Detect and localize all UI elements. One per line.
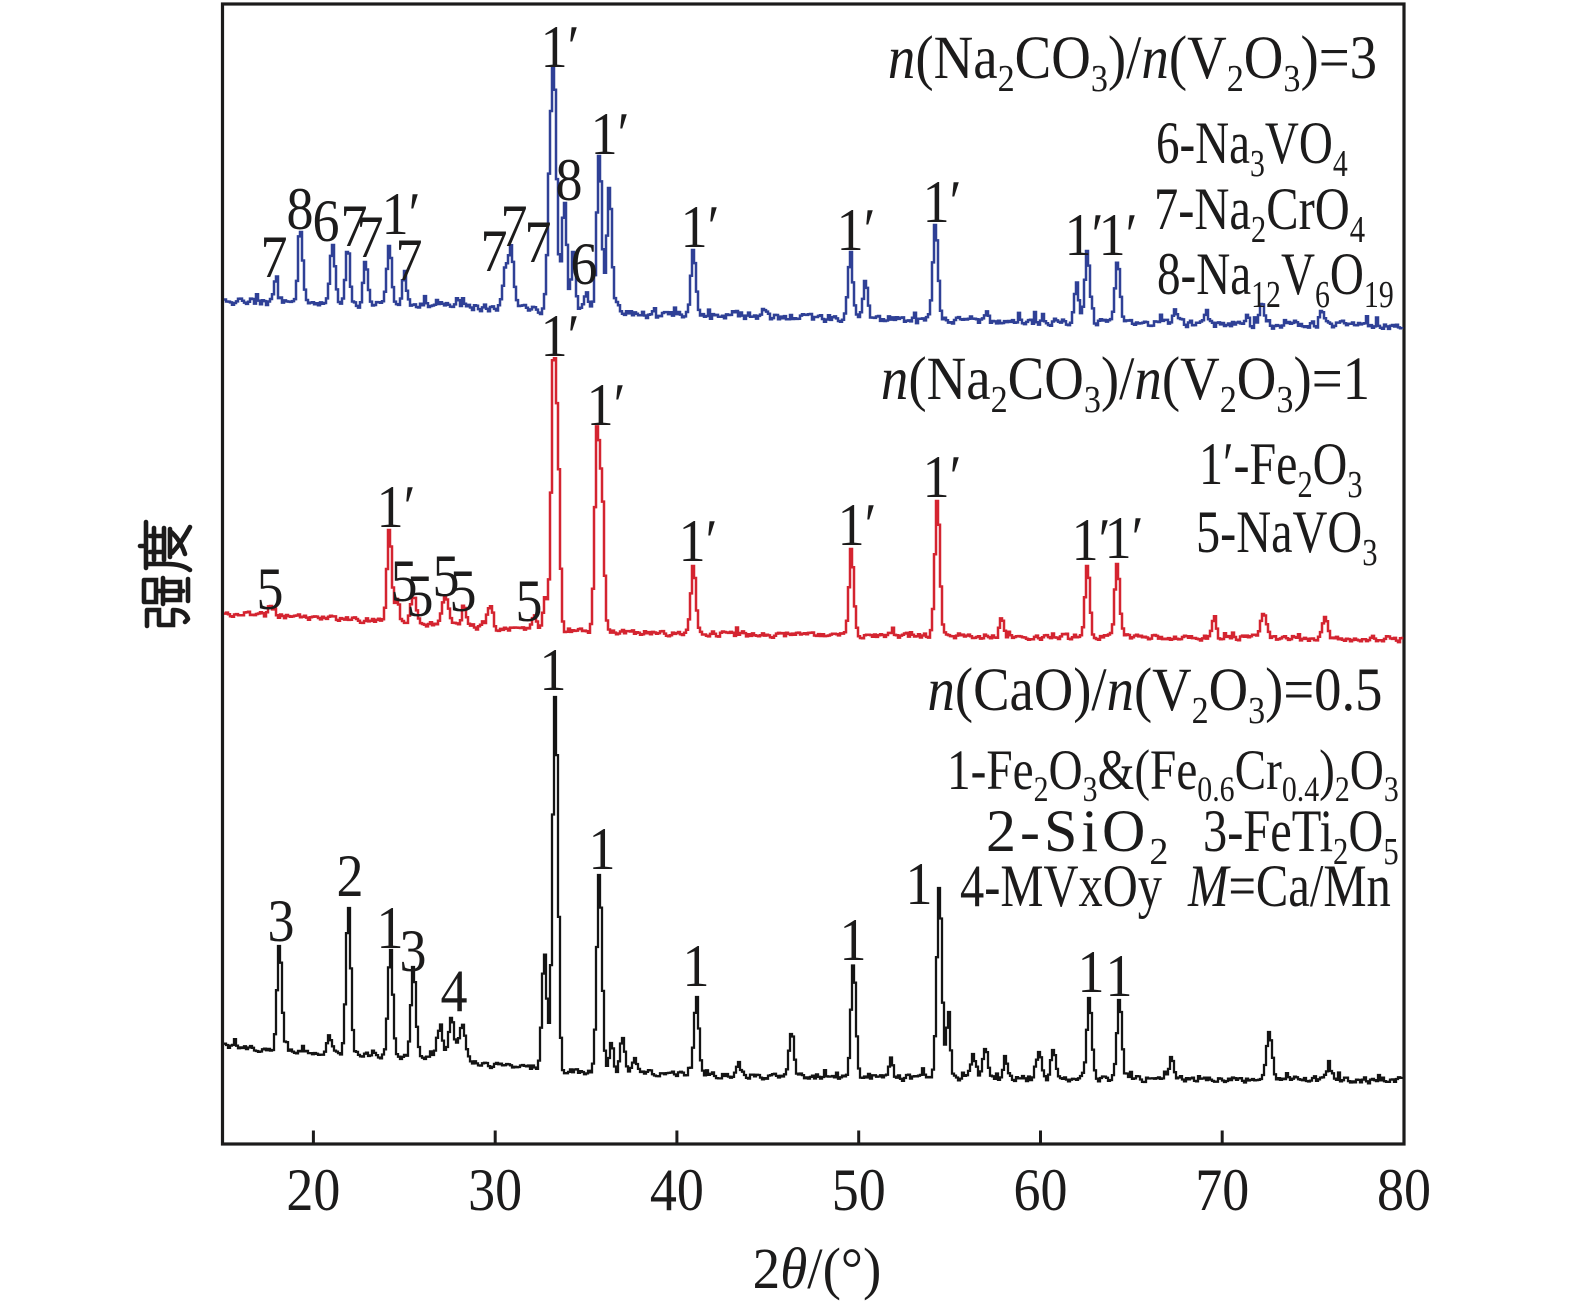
svg-text:5: 5 [407, 563, 434, 629]
svg-text:1′: 1′ [587, 372, 626, 438]
svg-text:1′: 1′ [541, 303, 580, 369]
svg-text:8: 8 [556, 147, 583, 213]
svg-text:2: 2 [337, 843, 364, 909]
svg-text:1: 1 [1106, 943, 1133, 1009]
svg-text:7: 7 [525, 209, 552, 275]
svg-text:6: 6 [313, 188, 340, 254]
svg-text:1′: 1′ [923, 169, 962, 235]
svg-text:70: 70 [1195, 1157, 1249, 1223]
svg-text:1: 1 [906, 851, 933, 917]
svg-text:1′-Fe2​O3​: 1′-Fe2​O3​ [1199, 431, 1363, 506]
svg-text:1′: 1′ [377, 474, 416, 540]
svg-text:5: 5 [450, 558, 477, 624]
svg-text:1′: 1′ [679, 508, 718, 574]
svg-text:5-NaVO3​: 5-NaVO3​ [1196, 498, 1378, 574]
svg-text:1: 1 [377, 895, 404, 961]
svg-text:1′: 1′ [382, 181, 421, 247]
svg-text:4: 4 [441, 958, 468, 1024]
svg-text:3-FeTi2​O5​: 3-FeTi2​O5​ [1203, 797, 1399, 873]
svg-text:1: 1 [1078, 939, 1105, 1005]
svg-text:30: 30 [468, 1157, 522, 1223]
svg-text:4-MVxOy: 4-MVxOy [960, 852, 1163, 919]
svg-text:7: 7 [341, 193, 368, 259]
svg-text:1′: 1′ [923, 444, 962, 510]
svg-text:1′: 1′ [681, 194, 720, 260]
svg-text:1-Fe2​O3​&(Fe0.6​Cr0.4​)2​O3​: 1-Fe2​O3​&(Fe0.6​Cr0.4​)2​O3​ [947, 739, 1399, 810]
svg-text:50: 50 [832, 1157, 886, 1223]
svg-text:5: 5 [391, 548, 418, 614]
svg-text:2-SiO2​: 2-SiO2​ [986, 798, 1172, 873]
svg-text:3: 3 [400, 918, 427, 984]
svg-text:7: 7 [501, 193, 528, 259]
svg-text:1: 1 [540, 637, 567, 703]
svg-text:7: 7 [481, 218, 508, 284]
svg-text:20: 20 [286, 1157, 340, 1223]
svg-text:5: 5 [516, 568, 543, 634]
svg-text:2θ/(°): 2θ/(°) [753, 1238, 882, 1302]
svg-text:1′: 1′ [541, 14, 580, 80]
svg-text:n(CaO)/n(V2​O3​)=0.5: n(CaO)/n(V2​O3​)=0.5 [928, 655, 1383, 731]
svg-text:1′: 1′ [1072, 507, 1111, 573]
svg-text:40: 40 [650, 1157, 704, 1223]
svg-text:3: 3 [268, 888, 295, 954]
svg-text:1: 1 [683, 933, 710, 999]
svg-text:1′: 1′ [837, 197, 876, 263]
svg-text:1′: 1′ [591, 101, 630, 167]
svg-text:6: 6 [571, 231, 598, 297]
svg-text:M=Ca/Mn: M=Ca/Mn [1187, 852, 1391, 919]
svg-text:5: 5 [433, 543, 460, 609]
svg-text:1′: 1′ [1105, 505, 1144, 571]
svg-text:1′: 1′ [838, 492, 877, 558]
svg-text:7: 7 [396, 227, 423, 293]
svg-text:1: 1 [840, 907, 867, 973]
svg-text:8: 8 [287, 176, 314, 242]
svg-text:80: 80 [1377, 1157, 1431, 1223]
svg-text:1: 1 [589, 816, 616, 882]
svg-text:60: 60 [1013, 1157, 1067, 1223]
svg-text:5: 5 [257, 556, 284, 622]
svg-text:n(Na2​CO3​)/n(V2​O3​)=3: n(Na2​CO3​)/n(V2​O3​)=3 [888, 23, 1377, 99]
svg-text:n(Na2​CO3​)/n(V2​O3​)=1: n(Na2​CO3​)/n(V2​O3​)=1 [881, 344, 1370, 420]
svg-text:7: 7 [261, 224, 288, 290]
svg-text:7: 7 [357, 204, 384, 270]
svg-text:1′: 1′ [1099, 202, 1138, 268]
svg-text:1′: 1′ [1065, 202, 1104, 268]
